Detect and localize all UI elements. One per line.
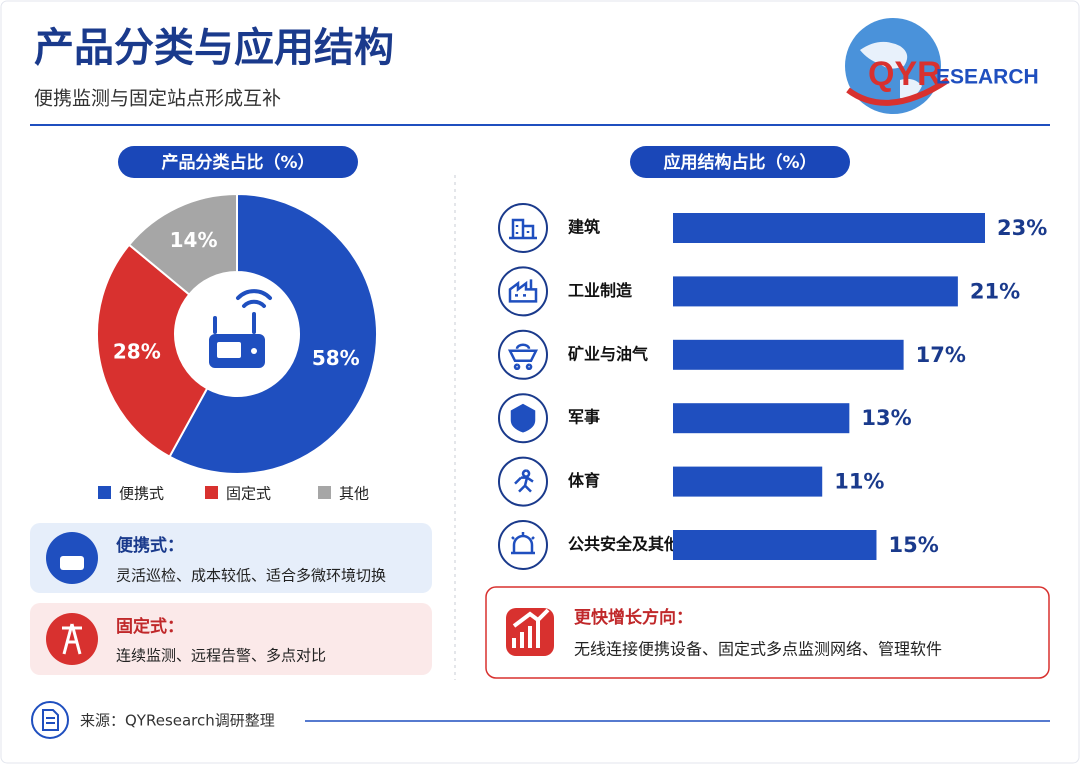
legend-swatch [98,486,111,499]
bar [673,530,877,560]
category-icon [498,266,548,317]
pie-slice [96,243,209,459]
bar [673,213,985,243]
note-text: 灵活巡检、成本较低、适合多微环境切换 [116,567,386,585]
logo: QYR ESEARCH [845,18,1039,114]
legend-swatch [318,486,331,499]
category-icon-glyph [507,343,539,370]
bar-value-label: 17% [916,343,966,367]
bar [673,276,958,307]
logo-text-rest: ESEARCH [936,66,1039,89]
category-icon-glyph [511,532,535,555]
category-icon [498,329,548,380]
bar [673,339,904,370]
bar-chart: 建筑 23% 工业制造 21% 矿业与油气 17% 军事 13% 体育 11% 公共安全及其他 15% [498,203,1047,570]
category-label: 矿业与油气 [568,344,648,363]
source: 来源：QYResearch调研整理 [80,712,275,730]
legend-label: 便携式 [119,485,164,503]
note-icon [46,613,98,665]
category-label: 体育 [568,471,600,490]
category-icon [498,520,548,570]
bar-value-label: 15% [888,533,938,557]
bar-value-label: 13% [861,406,911,430]
callout-title: 更快增长方向： [574,607,693,628]
callout-box [485,586,1050,679]
category-label: 公共安全及其他 [568,535,680,554]
slice-label: 58% [312,346,360,370]
category-icon-glyph [509,218,537,240]
pie-title: 产品分类占比（%） [161,152,314,173]
logo-land [860,41,922,99]
legend-label: 其他 [339,485,369,503]
note-title: 便携式： [116,535,184,556]
category-label: 工业制造 [568,281,633,300]
note-icon-glyph [62,623,82,655]
callout-text: 无线连接便携设备、固定式多点监测网络、管理软件 [574,640,942,659]
subtitle: 便携监测与固定站点形成互补 [34,88,281,110]
bar-value-label: 23% [997,216,1047,240]
category-label: 军事 [568,408,600,427]
bar-value-label: 11% [834,470,884,494]
category-icon-glyph [508,279,538,303]
note-icon-glyph [60,556,84,570]
callout-icon-glyph [512,608,550,648]
bar [673,466,823,497]
router-icon [209,289,272,368]
slice-label: 14% [170,228,218,252]
pill [118,146,358,178]
category-label: 建筑 [568,218,600,237]
logo-swoosh [846,77,950,106]
footer-icon [31,701,69,739]
note-text: 连续监测、远程告警、多点对比 [116,647,326,665]
note-title: 固定式： [116,616,184,637]
note-box [30,523,432,593]
bar-value-label: 21% [970,279,1020,303]
bar [673,403,850,434]
pill [630,146,850,178]
category-icon [498,456,548,507]
legend-swatch [205,486,218,499]
legend: 便携式 固定式 其他 [98,485,369,503]
category-icon-glyph [514,469,534,493]
category-icon-glyph [510,403,536,433]
note-box [30,603,432,675]
slice-label: 28% [113,340,161,364]
legend-label: 固定式 [226,485,271,503]
bar-title: 应用结构占比（%） [663,152,816,173]
footer-icon-glyph [42,709,59,731]
logo-text-main: QYR [868,55,942,93]
title: 产品分类与应用结构 [34,25,394,71]
